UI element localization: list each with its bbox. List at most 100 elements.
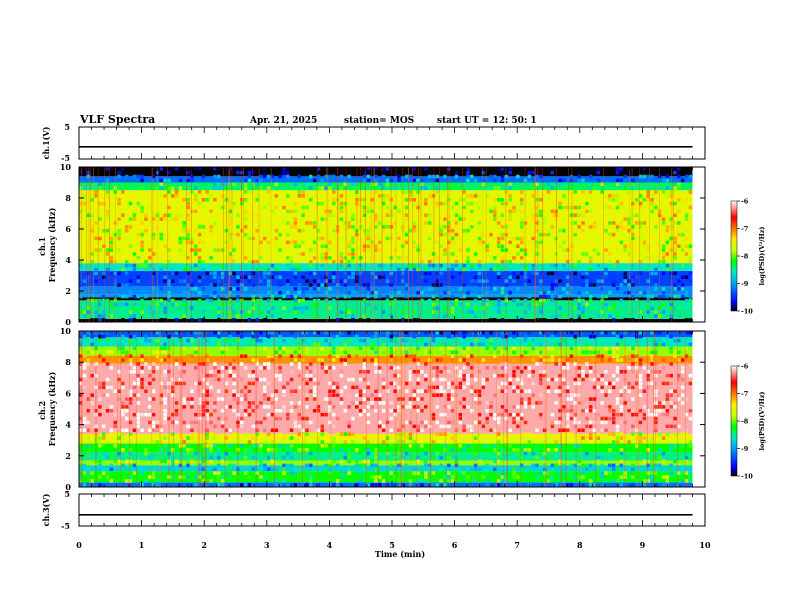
spectrum-speckle [600, 444, 604, 448]
spectrum-speckle [684, 331, 689, 335]
spectrum-speckle [631, 444, 635, 448]
spectrum-speckle [619, 201, 624, 206]
spectrum-speckle [485, 194, 489, 198]
spectrum-speckle [194, 209, 198, 214]
spectrum-speckle [197, 412, 202, 417]
spectrum-speckle [573, 416, 578, 421]
spectrum-speckle [673, 459, 677, 464]
spectrum-speckle [121, 350, 125, 355]
spectrum-speckle [611, 314, 616, 318]
spectrum-speckle [274, 244, 278, 248]
spectrum-speckle [220, 424, 225, 429]
spectrum-speckle [638, 260, 643, 264]
spectrum-speckle [504, 167, 509, 171]
spectrum-speckle [504, 232, 509, 237]
spectrum-speckle [688, 342, 693, 347]
spectrum-speckle [573, 362, 578, 366]
spectrum-speckle [182, 302, 186, 307]
spectrum-speckle [477, 412, 482, 417]
spectrum-speckle [646, 279, 650, 283]
spectrum-speckle [539, 377, 543, 382]
spectrum-speckle [404, 294, 409, 299]
spectrum-speckle [312, 302, 317, 307]
spectrum-speckle [247, 318, 252, 322]
spectrum-speckle [266, 174, 271, 179]
spectrum-speckle [650, 362, 654, 366]
spectrum-speckle [217, 275, 221, 279]
spectrum-speckle [224, 389, 229, 394]
spectrum-speckle [588, 479, 593, 483]
spectrum-speckle [240, 424, 244, 429]
spectrum-speckle [140, 178, 144, 183]
spectrum-speckle [374, 451, 378, 456]
spectrum-speckle [650, 194, 654, 198]
spectrum-speckle [105, 362, 110, 366]
spectrum-speckle [450, 346, 455, 351]
spectrum-speckle [109, 232, 114, 237]
spectrum-speckle [508, 217, 512, 221]
spectrum-speckle [439, 225, 443, 229]
spectrum-speckle [642, 174, 647, 179]
spectrum-speckle [588, 167, 593, 171]
spectrum-speckle [232, 432, 236, 436]
spectrum-speckle [305, 346, 309, 351]
spectrum-speckle [381, 236, 386, 241]
spectrum-speckle [665, 194, 670, 198]
spectrum-speckle [627, 318, 631, 322]
spectrum-speckle [680, 370, 685, 374]
spectrum-speckle [90, 229, 94, 233]
spectrum-speckle [343, 432, 348, 436]
spectrum-speckle [404, 432, 409, 436]
spectrum-speckle [569, 236, 574, 241]
spectrum-speckle [140, 186, 144, 190]
spectrum-speckle [485, 186, 489, 190]
spectrum-speckle [546, 167, 551, 171]
spectrum-speckle [473, 298, 478, 303]
spectrum-speckle [270, 428, 275, 433]
spectrum-speckle [496, 167, 501, 171]
spectrum-speckle [569, 252, 574, 256]
spectrum-speckle [197, 397, 202, 401]
spectrum-speckle [182, 298, 186, 303]
spectrum-speckle [539, 350, 543, 355]
spectrum-speckle [140, 302, 144, 307]
spectrum-speckle [404, 205, 409, 210]
spectrum-speckle [186, 198, 190, 202]
spectrum-speckle [404, 287, 409, 291]
spectrum-speckle [182, 397, 186, 401]
spectrum-speckle [427, 298, 432, 303]
spectrum-speckle [408, 377, 413, 382]
spectrum-speckle [424, 405, 428, 409]
spectrum-speckle [577, 279, 581, 283]
spectrum-speckle [240, 420, 244, 425]
spectrum-speckle [259, 366, 263, 370]
spectrum-speckle [654, 350, 658, 355]
spectrum-speckle [665, 267, 670, 272]
spectrum-speckle [251, 271, 255, 276]
spectrum-speckle [585, 424, 589, 429]
spectrum-speckle [213, 198, 217, 202]
spectrum-speckle [362, 229, 367, 233]
spectrum-speckle [186, 314, 190, 318]
spectrum-speckle [539, 190, 543, 194]
spectrum-speckle [416, 405, 420, 409]
spectrum-speckle [489, 205, 493, 210]
spectrum-speckle [128, 310, 133, 314]
spectrum-speckle [343, 205, 348, 210]
spectrum-speckle [631, 475, 635, 479]
spectrum-speckle [615, 302, 620, 307]
spectrum-speckle [473, 401, 478, 405]
spectrum-speckle [293, 201, 298, 206]
spectrum-speckle [504, 294, 509, 299]
spectrum-speckle [542, 190, 547, 194]
spectrum-speckle [167, 298, 171, 303]
spectrum-speckle [680, 263, 685, 268]
spectrum-speckle [121, 428, 125, 433]
spectrum-speckle [121, 318, 125, 322]
spectrum-speckle [631, 432, 635, 436]
spectrum-speckle [485, 366, 489, 370]
spectrum-speckle [301, 377, 305, 382]
spectrum-speckle [282, 205, 286, 210]
spectrum-speckle [381, 440, 386, 444]
spectrum-speckle [289, 260, 294, 264]
